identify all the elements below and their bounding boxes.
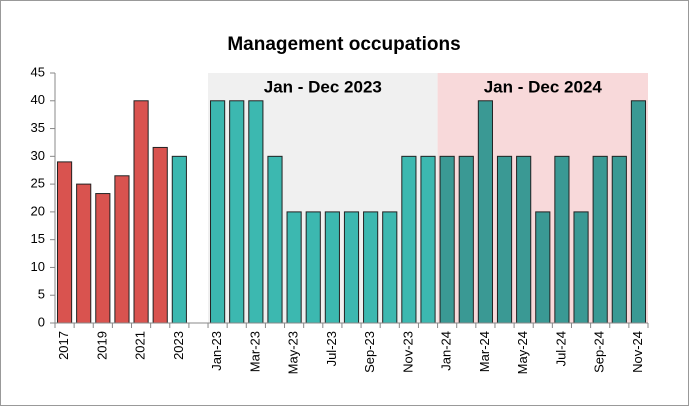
bar xyxy=(439,155,455,324)
bar xyxy=(611,155,627,324)
x-tick-label: Mar-24 xyxy=(477,331,492,372)
bar xyxy=(343,211,360,324)
y-tick-label: 5 xyxy=(38,287,45,302)
x-tick-label: 2019 xyxy=(94,331,109,360)
bar xyxy=(171,155,187,324)
bar xyxy=(592,155,608,324)
x-tick-label: May-23 xyxy=(286,331,301,374)
x-tick-label: Mar-23 xyxy=(247,331,262,372)
bar xyxy=(229,100,245,324)
y-tick-label: 30 xyxy=(31,148,45,163)
y-tick-label: 10 xyxy=(31,259,45,274)
y-tick-label: 35 xyxy=(31,120,45,135)
bar xyxy=(516,155,532,324)
bar xyxy=(152,146,168,324)
bar xyxy=(305,211,321,324)
y-tick-label: 45 xyxy=(31,64,45,79)
x-tick-label: Nov-24 xyxy=(630,331,645,373)
bar xyxy=(630,100,647,324)
y-tick-label: 40 xyxy=(31,92,45,107)
highlight-label: Jan - Dec 2024 xyxy=(484,77,603,96)
bar xyxy=(76,183,92,324)
bar xyxy=(401,155,417,324)
bar xyxy=(458,155,474,324)
bar xyxy=(382,211,398,324)
x-tick-label: Jul-24 xyxy=(553,331,568,366)
x-tick-label: 2017 xyxy=(56,331,71,360)
x-tick-label: Jul-23 xyxy=(324,331,339,366)
bar xyxy=(496,155,513,324)
x-tick-label: Sep-24 xyxy=(592,331,607,373)
bar xyxy=(420,155,436,324)
bar xyxy=(477,100,493,324)
bar xyxy=(267,155,283,324)
bar xyxy=(573,211,589,324)
x-tick-label: 2021 xyxy=(133,331,148,360)
chart-title: Management occupations xyxy=(227,34,460,55)
bar xyxy=(286,211,302,324)
bar xyxy=(554,155,570,324)
bar xyxy=(114,175,130,324)
bar xyxy=(95,193,111,324)
bar xyxy=(248,100,264,324)
bar xyxy=(363,211,379,324)
x-tick-label: Sep-23 xyxy=(362,331,377,373)
bar xyxy=(535,211,551,324)
x-tick-label: May-24 xyxy=(515,331,530,374)
highlight-label: Jan - Dec 2023 xyxy=(264,77,382,96)
y-tick-label: 15 xyxy=(31,231,45,246)
y-tick-label: 20 xyxy=(31,203,45,218)
y-tick-label: 0 xyxy=(38,314,45,329)
highlight-region xyxy=(208,73,438,323)
x-tick-label: Jan-23 xyxy=(209,331,224,371)
y-tick-label: 25 xyxy=(31,176,45,191)
bar xyxy=(210,100,226,324)
bar xyxy=(56,161,73,324)
x-tick-label: Nov-23 xyxy=(400,331,415,373)
x-tick-label: 2023 xyxy=(171,331,186,360)
bar xyxy=(324,211,340,324)
x-tick-label: Jan-24 xyxy=(439,331,454,371)
bar xyxy=(133,100,149,324)
